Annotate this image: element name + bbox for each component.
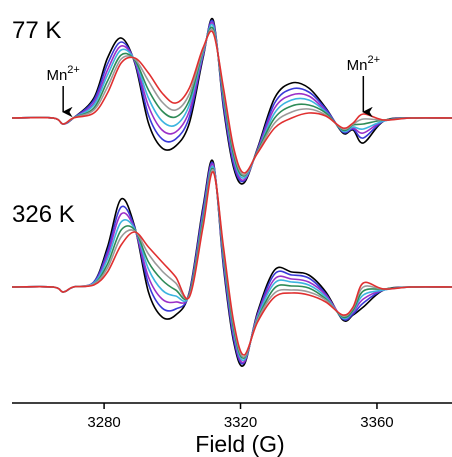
- spectrum-line: [11, 21, 452, 182]
- spectrum-line: [11, 30, 452, 174]
- annotation-text: Mn: [46, 67, 67, 84]
- spectrum-line: [11, 159, 452, 367]
- spectrum-line: [11, 171, 452, 356]
- annotation-sup: 2+: [367, 54, 380, 66]
- annotation-text: Mn: [347, 57, 368, 74]
- annotation-sup: 2+: [67, 64, 80, 76]
- x-tick-label: 3360: [360, 414, 393, 431]
- x-tick-label: 3320: [224, 414, 257, 431]
- x-axis-title: Field (G): [195, 431, 284, 457]
- annotation: Mn2+: [46, 64, 79, 84]
- annotation: Mn2+: [347, 54, 380, 74]
- x-tick-label: 3280: [87, 414, 120, 431]
- panel-label: 77 K: [12, 17, 61, 44]
- spectrum-line: [11, 161, 452, 365]
- spectrum-line: [11, 19, 452, 183]
- panel-label: 326 K: [12, 201, 75, 228]
